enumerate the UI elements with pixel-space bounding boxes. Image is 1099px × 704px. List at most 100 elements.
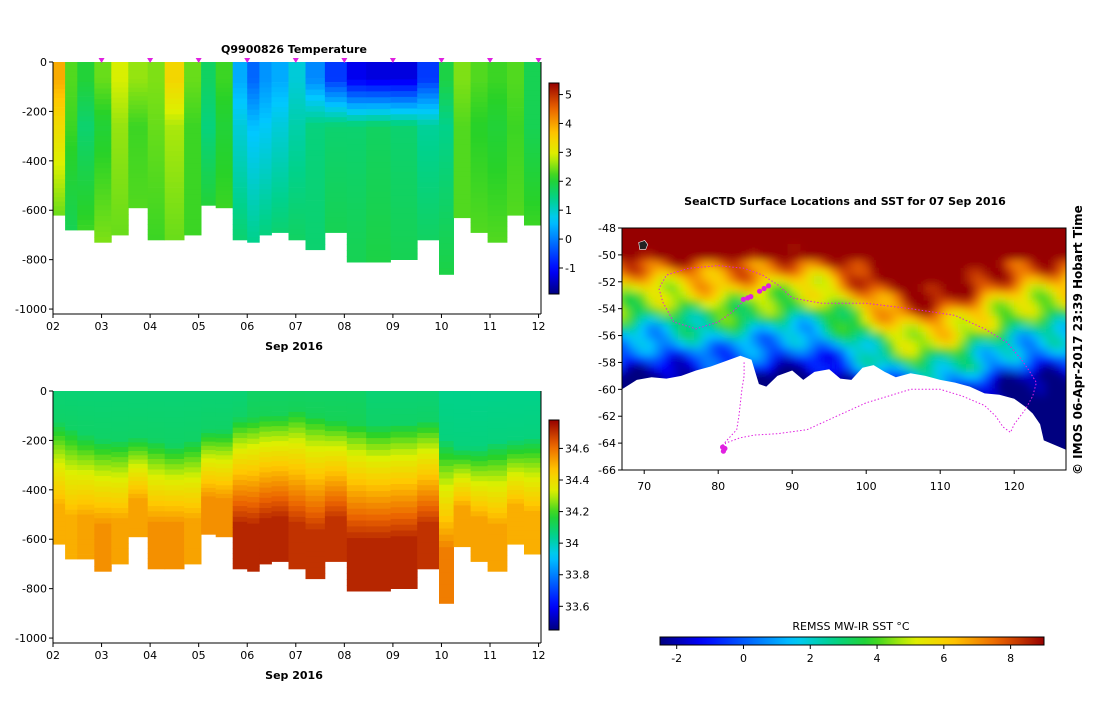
profile-cell	[366, 126, 391, 133]
sst-cell	[958, 332, 967, 341]
profile-cell	[453, 176, 471, 182]
sst-cell	[782, 268, 791, 277]
profile-cell	[94, 513, 112, 519]
profile-cell	[390, 460, 418, 467]
profile-cell	[111, 441, 129, 448]
profile-cell	[288, 171, 306, 178]
profile-cell	[259, 543, 272, 550]
sst-cell	[798, 236, 807, 245]
sst-cell	[798, 324, 807, 333]
sst-cell	[646, 268, 655, 277]
sst-cell	[790, 364, 799, 373]
profile-cell	[77, 549, 95, 555]
sst-cell	[726, 268, 735, 277]
profile-cell	[77, 395, 95, 402]
profile-cell	[94, 72, 112, 79]
profile-cell	[94, 221, 112, 227]
profile-cell	[390, 507, 418, 514]
sst-cell	[670, 276, 679, 285]
sst-cell	[790, 316, 799, 325]
profile-cell	[65, 395, 78, 402]
sst-cell	[702, 252, 711, 261]
profile-cell	[128, 395, 149, 400]
sst-cell	[846, 252, 855, 261]
profile-cell	[215, 408, 234, 413]
profile-cell	[271, 401, 289, 407]
sst-cell	[798, 364, 807, 373]
profile-cell	[111, 184, 129, 190]
sst-cell	[958, 268, 967, 277]
profile-cell	[128, 143, 149, 149]
profile-cell	[439, 434, 454, 442]
profile-cell	[164, 161, 185, 167]
x-tick-label: 11	[483, 320, 497, 333]
sst-cell	[686, 316, 695, 325]
profile-cell	[417, 161, 440, 167]
profile-cell	[439, 566, 454, 573]
sst-cell	[934, 308, 943, 317]
profile-cell	[259, 72, 272, 78]
sst-cell	[750, 228, 759, 237]
profile-cell	[390, 62, 418, 69]
profile-cell	[470, 396, 488, 402]
sst-cell	[694, 236, 703, 245]
sst-cell	[1062, 236, 1066, 245]
sst-cell	[766, 300, 775, 309]
profile-cell	[147, 161, 166, 167]
profile-cell	[201, 66, 217, 71]
sst-cell	[710, 316, 719, 325]
sst-cell	[902, 252, 911, 261]
sst-cell	[1038, 268, 1047, 277]
y-tick-label: 0	[40, 385, 47, 398]
profile-cell	[65, 165, 78, 172]
profile-cell	[65, 405, 78, 412]
profile-cell	[417, 532, 440, 538]
profile-cell	[324, 187, 348, 193]
profile-cell	[215, 463, 234, 469]
ice-mask	[622, 355, 1066, 470]
profile-cell	[453, 62, 471, 67]
sst-cell	[926, 284, 935, 293]
sst-cell	[1006, 356, 1015, 365]
sst-cell	[998, 388, 1007, 397]
profile-cell	[288, 406, 306, 413]
profile-cell	[453, 71, 471, 77]
sst-cell	[910, 308, 919, 317]
profile-cell	[524, 544, 542, 550]
profile-cell	[147, 427, 166, 434]
sst-cell	[718, 308, 727, 317]
profile-cell	[366, 244, 391, 251]
profile-cell	[439, 409, 454, 417]
profile-cell	[487, 62, 508, 68]
profile-cell	[201, 74, 217, 80]
profile-cell	[77, 450, 95, 456]
profile-cell	[487, 231, 508, 238]
profile-9	[201, 62, 217, 206]
profile-cell	[487, 131, 508, 137]
profile-cell	[439, 68, 454, 75]
profile-cell	[184, 148, 202, 154]
sst-cell	[1030, 348, 1039, 357]
profile-cell	[524, 434, 542, 440]
sst-cell	[926, 236, 935, 245]
profile-cell	[346, 126, 367, 133]
profile-0	[53, 62, 66, 216]
profile-cell	[94, 550, 112, 556]
sst-cell	[782, 316, 791, 325]
sst-cell	[1046, 412, 1055, 421]
profile-cell	[324, 481, 348, 487]
profile-cell	[164, 495, 185, 502]
profile-cell	[215, 476, 234, 482]
sst-cell	[798, 228, 807, 237]
sst-cell	[950, 308, 959, 317]
sst-cell	[638, 324, 647, 333]
profile-cell	[201, 424, 217, 430]
profile-cell	[390, 149, 418, 156]
profile-cell	[77, 150, 95, 157]
profile-cell	[524, 81, 542, 87]
sst-cell	[1062, 260, 1066, 269]
profile-cell	[111, 158, 129, 165]
profile-cell	[53, 449, 66, 455]
profile-cell	[346, 156, 367, 163]
colorbar-tick-label: 34.4	[565, 474, 590, 487]
